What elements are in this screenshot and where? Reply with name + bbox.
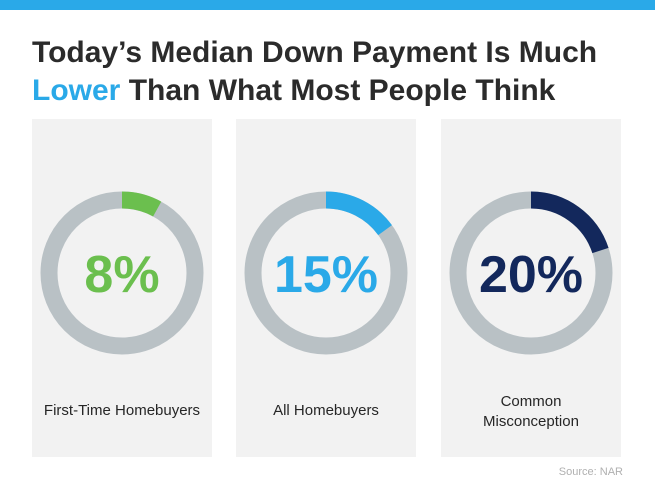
donut-percentage-label: 15% (274, 246, 378, 304)
label-first-time-line-1: First-Time Homebuyers (43, 402, 201, 419)
donut-all: 15% (244, 191, 408, 355)
label-misconception: Common Misconception (441, 392, 621, 432)
page-title: Today’s Median Down Payment Is Much Lowe… (32, 34, 632, 110)
donut-value-arc (40, 191, 204, 355)
label-misconception-line-2: Misconception (483, 413, 579, 430)
title-line-2: Lower Than What Most People Think (32, 72, 632, 110)
label-misconception-line-1: Common (500, 393, 562, 410)
label-all-line-1: All Homebuyers (273, 402, 379, 419)
title-line-1: Today’s Median Down Payment Is Much (32, 36, 598, 69)
top-accent-bar (0, 0, 655, 10)
donut-first-time: 8% (40, 191, 204, 355)
donut-percentage-label: 20% (479, 246, 583, 304)
donut-value-arc (449, 191, 613, 355)
label-all: All Homebuyers (236, 401, 416, 421)
chart-card-first-time: 8% First-Time Homebuyers (32, 119, 212, 457)
donut-misconception: 20% (449, 191, 613, 355)
chart-card-misconception: 20% Common Misconception (441, 119, 621, 457)
label-first-time: First-Time Homebuyers (32, 401, 212, 421)
title-highlight: Lower (32, 74, 121, 107)
chart-card-all: 15% All Homebuyers (236, 119, 416, 457)
donut-percentage-label: 8% (84, 246, 159, 304)
donut-value-arc (244, 191, 408, 355)
title-rest: Than What Most People Think (120, 74, 556, 107)
source-note: Source: NAR (558, 466, 623, 478)
